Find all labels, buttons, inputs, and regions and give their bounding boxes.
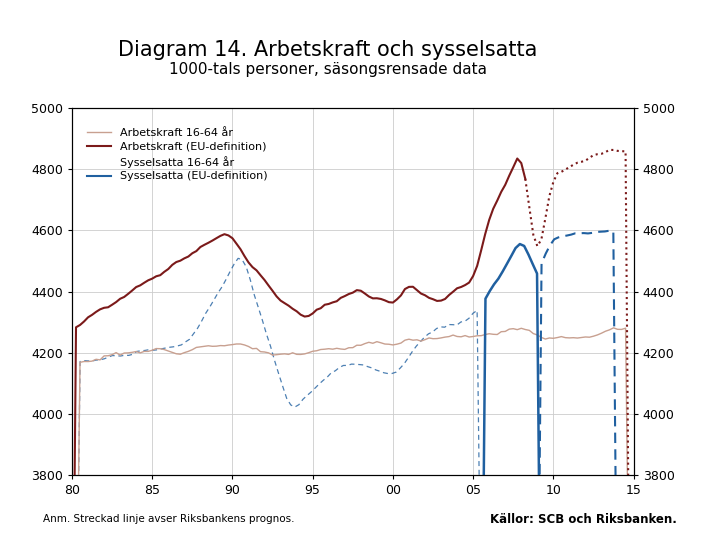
Text: 1000-tals personer, säsongsrensade data: 1000-tals personer, säsongsrensade data	[168, 62, 487, 77]
Text: Källor: SCB och Riksbanken.: Källor: SCB och Riksbanken.	[490, 513, 677, 526]
Legend: Arbetskraft 16-64 år, Arbetskraft (EU-definition), Sysselsatta 16-64 år, Syssels: Arbetskraft 16-64 år, Arbetskraft (EU-de…	[84, 125, 271, 185]
Text: Anm. Streckad linje avser Riksbankens prognos.: Anm. Streckad linje avser Riksbankens pr…	[43, 515, 294, 524]
Text: Diagram 14. Arbetskraft och sysselsatta: Diagram 14. Arbetskraft och sysselsatta	[118, 40, 537, 60]
Text: SVERIGES
RIKSBANK: SVERIGES RIKSBANK	[639, 85, 679, 98]
